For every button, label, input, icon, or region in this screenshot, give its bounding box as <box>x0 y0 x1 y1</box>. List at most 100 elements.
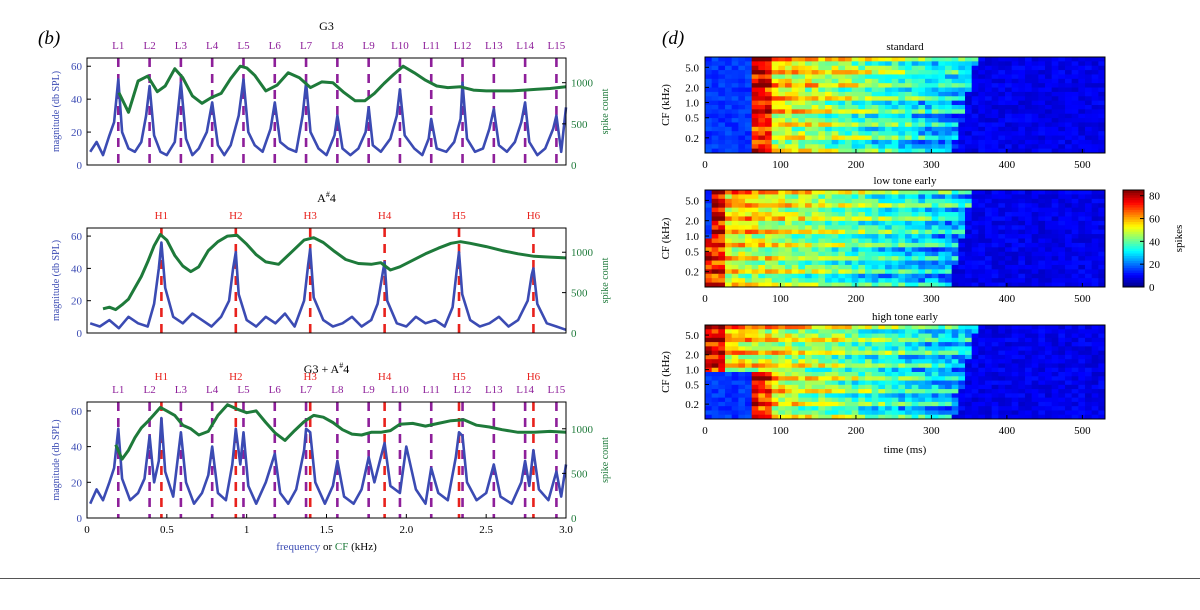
heatmap-cell <box>1091 122 1099 128</box>
heatmap-cell <box>971 247 979 253</box>
heatmap-cell <box>725 401 733 407</box>
heatmap-x-tick-label: 500 <box>1074 425 1091 437</box>
heatmap-cell <box>1098 410 1106 416</box>
heatmap-cell <box>705 61 713 67</box>
heatmap-cell <box>818 342 826 347</box>
heatmap-cell <box>931 212 939 217</box>
heatmap-cell <box>811 393 819 399</box>
heatmap-cell <box>718 264 726 270</box>
heatmap-cell <box>1085 376 1093 381</box>
heatmap-cell <box>845 401 853 407</box>
heatmap-cell <box>965 269 973 275</box>
heatmap-cell <box>865 131 873 136</box>
heatmap-cell <box>1098 380 1106 386</box>
heatmap-cell <box>965 139 973 145</box>
heatmap-cell <box>751 118 759 123</box>
heatmap-cell <box>785 212 793 217</box>
heatmap-cell <box>791 333 799 339</box>
heatmap-cell <box>745 234 753 239</box>
heatmap-cell <box>925 372 933 377</box>
heatmap-cell <box>765 251 773 257</box>
low-harmonic-label: L15 <box>548 384 566 396</box>
heatmap-cell <box>751 380 759 386</box>
heatmap-y-axis-label: CF (kHz) <box>660 217 672 259</box>
heatmap-cell <box>998 96 1006 102</box>
heatmap-cell <box>718 359 726 364</box>
heatmap-cell <box>878 384 886 390</box>
heatmap-cell <box>745 105 753 110</box>
heatmap-cell <box>938 333 946 339</box>
heatmap-cell <box>1051 105 1059 110</box>
high-harmonic-label: H1 <box>155 371 168 383</box>
heatmap-cell <box>878 135 886 141</box>
heatmap-cell <box>718 367 726 373</box>
heatmap-cell <box>778 83 786 88</box>
spike-count-series <box>114 403 567 461</box>
heatmap-cell <box>778 144 786 150</box>
heatmap-cell <box>1091 406 1099 411</box>
heatmap-cell <box>1011 269 1019 275</box>
heatmap-cell <box>818 91 826 97</box>
heatmap-cell <box>778 242 786 248</box>
heatmap-cell <box>978 367 986 373</box>
heatmap-cell <box>838 238 846 244</box>
heatmap-cell <box>998 113 1006 119</box>
x-label-frequency: frequency <box>276 541 320 553</box>
chart-title-tail: 4 <box>330 191 336 205</box>
heatmap-cell <box>858 96 866 102</box>
heatmap-cell <box>951 78 959 84</box>
heatmap-cell <box>805 148 813 154</box>
heatmap-cell <box>878 397 886 403</box>
heatmap-cell <box>758 354 766 360</box>
heatmap-cell <box>1065 282 1073 288</box>
heatmap-cell <box>931 367 939 373</box>
heatmap-cell <box>1051 354 1059 360</box>
heatmap-cell <box>978 264 986 270</box>
heatmap-cell <box>1018 393 1026 399</box>
heatmap-cell <box>1045 247 1053 253</box>
heatmap-cell <box>1091 220 1099 226</box>
heatmap-cell <box>1051 194 1059 200</box>
heatmap-cell <box>725 242 733 248</box>
heatmap-cell <box>891 216 899 222</box>
heatmap-cell <box>885 278 893 283</box>
heatmap-cell <box>758 190 766 195</box>
heatmap-cell <box>845 384 853 390</box>
heatmap-cell <box>1018 384 1026 390</box>
heatmap-cell <box>751 372 759 377</box>
heatmap-cell <box>865 105 873 110</box>
heatmap-cell <box>785 122 793 128</box>
heatmap-cell <box>838 83 846 88</box>
heatmap-cell <box>1045 278 1053 283</box>
heatmap-cell <box>851 367 859 373</box>
heatmap-cell <box>711 342 719 347</box>
heatmap-cell <box>731 329 739 334</box>
heatmap-cell <box>1085 109 1093 115</box>
heatmap-cell <box>998 190 1006 195</box>
heatmap-cell <box>1058 113 1066 119</box>
heatmap-cell <box>891 393 899 399</box>
high-harmonic-label: H4 <box>378 371 392 383</box>
heatmap-cell <box>745 96 753 102</box>
low-harmonic-label: L3 <box>175 384 188 396</box>
heatmap-cell <box>1025 100 1033 106</box>
heatmap-cell <box>971 238 979 244</box>
bottom-divider <box>0 578 1200 579</box>
heatmap-cell <box>945 238 953 244</box>
heatmap-cell <box>811 126 819 132</box>
heatmap-cell <box>778 61 786 67</box>
heatmap-cell <box>1058 401 1066 407</box>
heatmap-cell <box>891 203 899 209</box>
heatmap-cell <box>965 131 973 136</box>
low-harmonic-label: L10 <box>391 384 409 396</box>
heatmap-cell <box>965 113 973 119</box>
heatmap-cell <box>918 260 926 266</box>
heatmap-cell <box>1045 122 1053 128</box>
heatmap-cell <box>751 131 759 136</box>
heatmap-cell <box>838 346 846 352</box>
heatmap-cell <box>1091 350 1099 356</box>
heatmap-cell <box>945 190 953 195</box>
heatmap-cell <box>865 238 873 244</box>
heatmap-cell <box>925 397 933 403</box>
heatmap-cell <box>805 100 813 106</box>
